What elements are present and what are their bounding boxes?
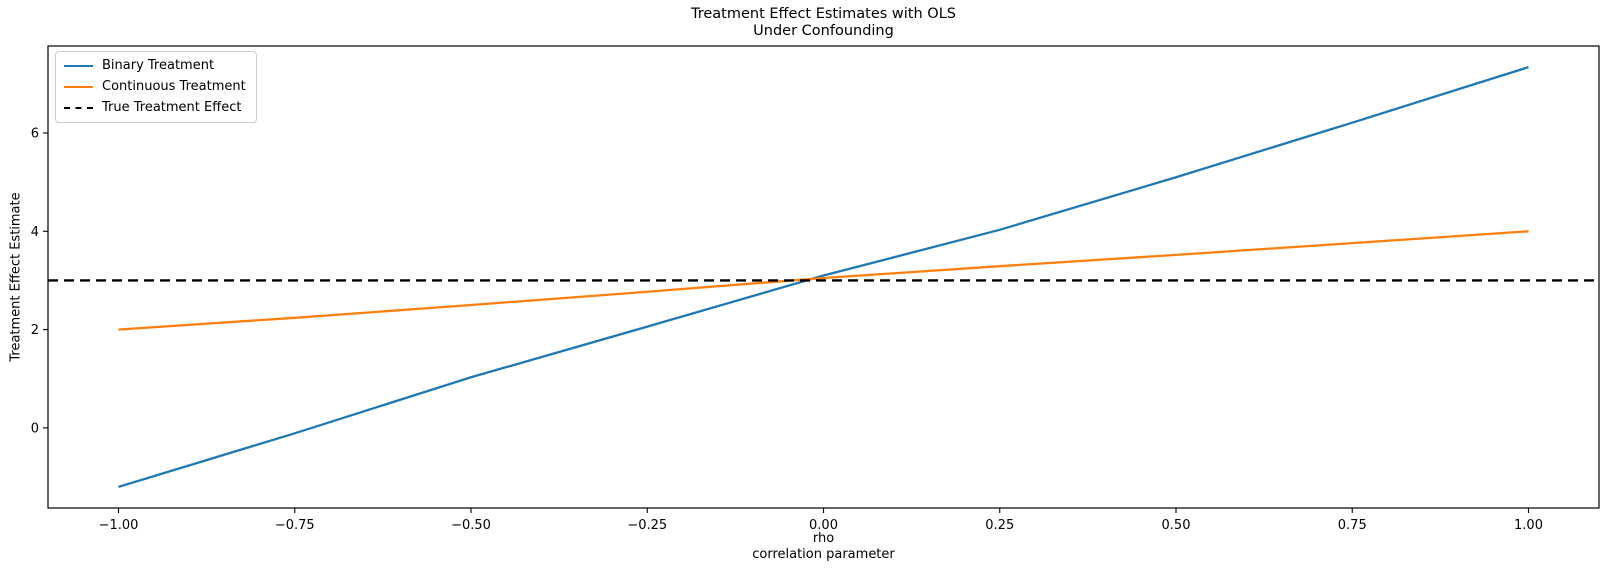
x-tick-label: 0.75 xyxy=(1338,518,1367,533)
series-line-continuous-treatment xyxy=(118,230,1529,331)
legend-label-binary-treatment: Binary Treatment xyxy=(102,58,215,73)
y-tick-label: 4 xyxy=(31,225,39,240)
x-tick-label: −1.00 xyxy=(99,518,139,533)
y-tick-label: 6 xyxy=(31,126,39,141)
legend-item-binary-treatment: Binary Treatment xyxy=(64,58,246,74)
x-tick-label: 0.00 xyxy=(809,518,838,533)
x-tick-label: 1.00 xyxy=(1514,518,1543,533)
y-tick-label: 0 xyxy=(31,421,39,436)
y-axis-label: Treatment Effect Estimate xyxy=(8,192,24,362)
legend-label-true-effect: True Treatment Effect xyxy=(102,100,242,115)
chart-title: Treatment Effect Estimates with OLS Unde… xyxy=(690,6,956,39)
legend-item-true-effect: True Treatment Effect xyxy=(64,100,246,116)
x-tick-label: 0.25 xyxy=(985,518,1014,533)
legend-line-sample-true-effect-icon xyxy=(64,107,93,109)
x-tick-label: 0.50 xyxy=(1162,518,1191,533)
x-tick-label: −0.50 xyxy=(451,518,491,533)
legend-line-sample-continuous-icon xyxy=(64,86,93,88)
x-tick-label: −0.25 xyxy=(627,518,667,533)
x-axis-label: rho correlation parameter xyxy=(752,531,895,562)
legend: Binary Treatment Continuous Treatment Tr… xyxy=(55,51,257,123)
series-line-binary-treatment xyxy=(118,66,1529,488)
y-tick-label: 2 xyxy=(31,323,39,338)
legend-line-sample-binary-icon xyxy=(64,65,93,67)
x-tick-label: −0.75 xyxy=(275,518,315,533)
legend-item-continuous-treatment: Continuous Treatment xyxy=(64,79,246,95)
legend-label-continuous-treatment: Continuous Treatment xyxy=(102,79,246,94)
